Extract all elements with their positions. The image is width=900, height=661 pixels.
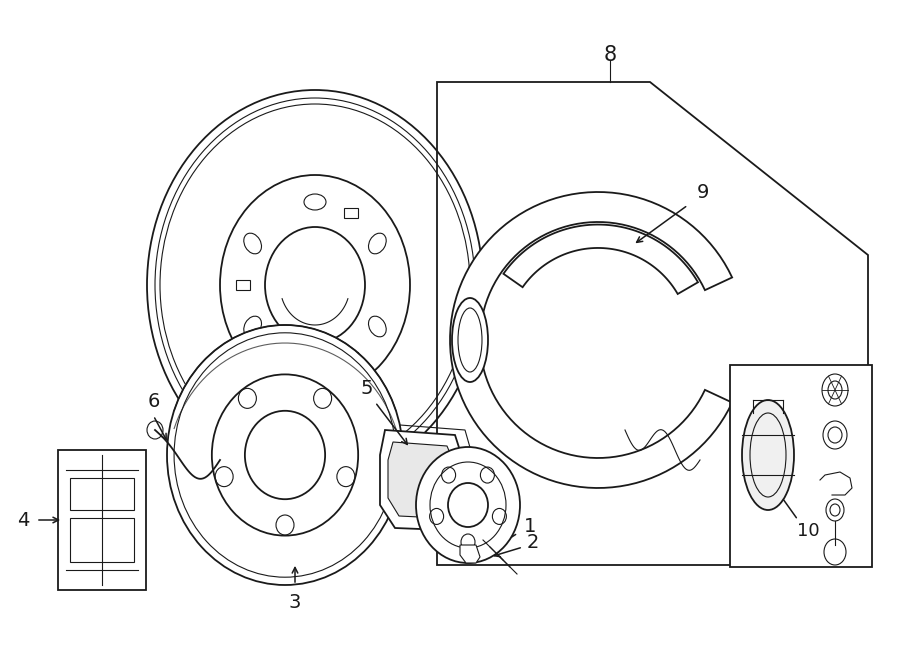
Text: 6: 6 xyxy=(147,392,159,411)
Ellipse shape xyxy=(742,400,794,510)
Polygon shape xyxy=(380,430,463,530)
Polygon shape xyxy=(58,450,146,590)
Text: 7: 7 xyxy=(309,469,321,488)
Polygon shape xyxy=(388,442,455,518)
Polygon shape xyxy=(503,225,698,294)
Text: 4: 4 xyxy=(17,510,29,529)
Text: 9: 9 xyxy=(697,182,709,202)
Ellipse shape xyxy=(448,483,488,527)
Ellipse shape xyxy=(167,325,403,585)
Text: 3: 3 xyxy=(289,594,302,613)
Ellipse shape xyxy=(416,447,520,563)
Text: 1: 1 xyxy=(524,518,536,537)
Text: 2: 2 xyxy=(526,533,539,553)
Text: 10: 10 xyxy=(796,522,819,540)
Polygon shape xyxy=(460,545,480,563)
Text: 8: 8 xyxy=(603,45,616,65)
Text: 5: 5 xyxy=(361,379,374,397)
Polygon shape xyxy=(450,192,732,488)
Polygon shape xyxy=(730,365,872,567)
Ellipse shape xyxy=(452,298,488,382)
